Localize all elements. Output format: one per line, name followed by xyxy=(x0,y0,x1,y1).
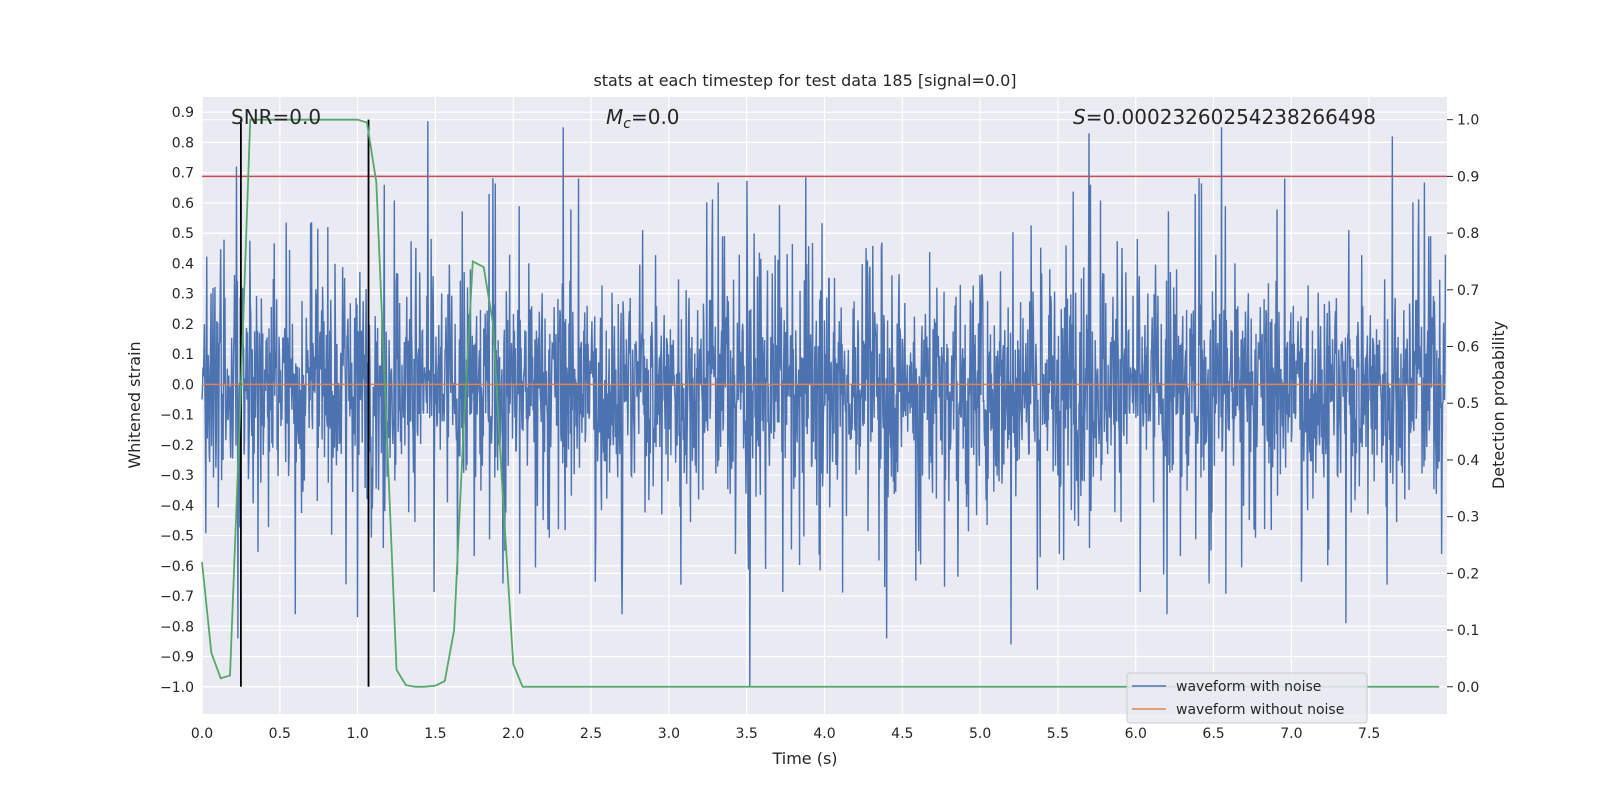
y-tick-label: 0.8 xyxy=(172,135,194,151)
x-tick-label: 0.5 xyxy=(269,726,291,742)
legend-entry-clean: waveform without noise xyxy=(1176,702,1344,718)
s-symbol: S xyxy=(1073,105,1086,129)
s-value: =0.00023260254238266498 xyxy=(1086,105,1376,129)
y-tick-label: −0.6 xyxy=(160,559,194,575)
y-right-tick-label: 0.1 xyxy=(1457,623,1479,639)
x-tick-label: 6.5 xyxy=(1202,726,1224,742)
x-axis-label: Time (s) xyxy=(771,749,837,768)
mc-value: =0.0 xyxy=(631,105,680,129)
y-right-tick-labels: 1.0 0.9 0.8 0.7 0.6 0.5 0.4 0.3 0.2 0.1 0.0 xyxy=(1447,113,1479,696)
x-tick-labels: 0.0 0.5 1.0 1.5 2.0 2.5 3.0 3.5 4.0 4.5 5.0 5.5 6.0 6… xyxy=(191,726,1380,742)
x-tick-label: 5.5 xyxy=(1047,726,1069,742)
legend: waveform with noise waveform without noi… xyxy=(1126,672,1368,724)
x-tick-label: 2.5 xyxy=(580,726,602,742)
x-tick-label: 6.0 xyxy=(1125,726,1147,742)
x-tick-label: 3.5 xyxy=(736,726,758,742)
y-tick-label: −0.9 xyxy=(160,650,194,666)
probability-series xyxy=(201,118,1440,688)
y-right-tick-label: 0.4 xyxy=(1457,453,1479,469)
y-right-tick-label: 1.0 xyxy=(1457,113,1479,129)
y-axis-label: Whitened strain xyxy=(125,341,144,468)
x-tick-label: 1.0 xyxy=(346,726,368,742)
legend-entry-noise: waveform with noise xyxy=(1176,679,1321,695)
y-tick-label: −0.7 xyxy=(160,589,194,605)
y-right-tick-label: 0.0 xyxy=(1457,680,1479,696)
x-tick-label: 4.0 xyxy=(813,726,835,742)
y-tick-label: −1.0 xyxy=(160,680,194,696)
chart-title: stats at each timestep for test data 185… xyxy=(593,71,1016,90)
y-tick-label: 0.6 xyxy=(172,196,194,212)
y-tick-label: −0.5 xyxy=(160,529,194,545)
y-tick-label: 0.9 xyxy=(172,105,194,121)
x-tick-label: 0.0 xyxy=(191,726,213,742)
y-tick-label: 0.5 xyxy=(172,226,194,242)
x-tick-label: 1.5 xyxy=(424,726,446,742)
x-tick-label: 4.5 xyxy=(891,726,913,742)
y-tick-label: −0.1 xyxy=(160,408,194,424)
y-tick-label: 0.4 xyxy=(172,256,194,272)
y-right-axis-label: Detection probability xyxy=(1489,321,1508,489)
y-right-tick-label: 0.7 xyxy=(1457,283,1479,299)
y-tick-labels: 0.9 0.8 0.7 0.6 0.5 0.4 0.3 0.2 0.1 0.0 −0.1 −0.2 −0… xyxy=(160,105,194,696)
y-tick-label: −0.8 xyxy=(160,619,194,635)
x-tick-label: 3.0 xyxy=(658,726,680,742)
y-tick-label: 0.7 xyxy=(172,166,194,182)
y-right-tick-label: 0.8 xyxy=(1457,226,1479,242)
mc-subscript: c xyxy=(623,116,631,132)
y-tick-label: −0.2 xyxy=(160,438,194,454)
y-tick-label: −0.3 xyxy=(160,468,194,484)
mc-symbol: M xyxy=(606,105,623,129)
x-tick-label: 5.0 xyxy=(969,726,991,742)
probability-series-line xyxy=(201,118,1440,688)
y-tick-label: 0.0 xyxy=(172,377,194,393)
x-tick-label: 2.0 xyxy=(502,726,524,742)
y-tick-label: 0.2 xyxy=(172,317,194,333)
snr-s-annotation: S=0.00023260254238266498 xyxy=(1073,105,1376,129)
snr-annotation: SNR=0.0 xyxy=(231,105,321,129)
legend-box xyxy=(1126,672,1368,724)
y-tick-label: −0.4 xyxy=(160,498,194,514)
y-right-tick-label: 0.5 xyxy=(1457,396,1479,412)
y-tick-label: 0.1 xyxy=(172,347,194,363)
x-tick-label: 7.5 xyxy=(1358,726,1380,742)
y-right-tick-label: 0.3 xyxy=(1457,510,1479,526)
y-tick-label: 0.3 xyxy=(172,287,194,303)
y-right-tick-label: 0.6 xyxy=(1457,340,1479,356)
chirp-mass-annotation: Mc=0.0 xyxy=(606,105,680,132)
y-right-tick-label: 0.2 xyxy=(1457,566,1479,582)
x-tick-label: 7.0 xyxy=(1280,726,1302,742)
y-right-tick-label: 0.9 xyxy=(1457,169,1479,185)
